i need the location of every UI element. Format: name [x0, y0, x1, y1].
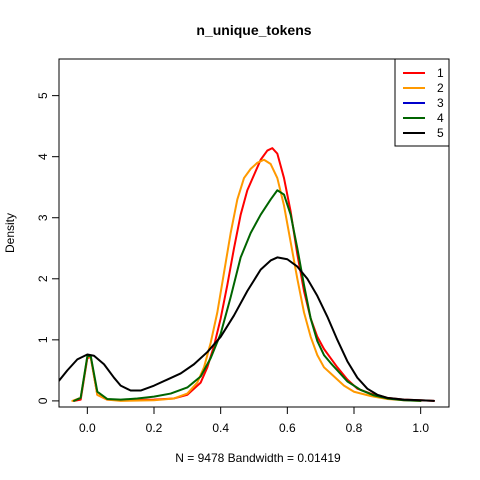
y-tick-label: 0: [36, 397, 50, 404]
legend-label-3: 3: [437, 96, 444, 110]
series-line-4: [73, 189, 422, 402]
x-axis: 0.0 0.2 0.4 0.6 0.8 1.0: [79, 406, 429, 435]
y-tick-label: 4: [36, 153, 50, 160]
chart-title: n_unique_tokens: [196, 22, 311, 38]
y-axis-label: Density: [3, 213, 17, 253]
y-tick-label: 3: [36, 214, 50, 221]
x-tick-label: 0.2: [146, 421, 163, 435]
legend-label-4: 4: [437, 111, 444, 125]
y-tick-label: 1: [36, 336, 50, 343]
x-tick-label: 0.8: [346, 421, 363, 435]
legend-label-5: 5: [437, 126, 444, 140]
x-axis-label: N = 9478 Bandwidth = 0.01419: [175, 451, 341, 465]
series-line-5: [59, 256, 435, 402]
plot-area: [58, 58, 450, 408]
series-lines: [59, 147, 435, 402]
x-tick-label: 1.0: [412, 421, 429, 435]
x-tick-label: 0.0: [79, 421, 96, 435]
y-tick-label: 2: [36, 275, 50, 282]
legend-label-1: 1: [437, 66, 444, 80]
x-tick-label: 0.4: [212, 421, 229, 435]
y-axis: 0 1 2 3 4 5: [36, 92, 60, 404]
y-tick-label: 5: [36, 92, 50, 99]
series-line-2: [71, 158, 422, 402]
legend-label-2: 2: [437, 81, 444, 95]
x-tick-label: 0.6: [279, 421, 296, 435]
